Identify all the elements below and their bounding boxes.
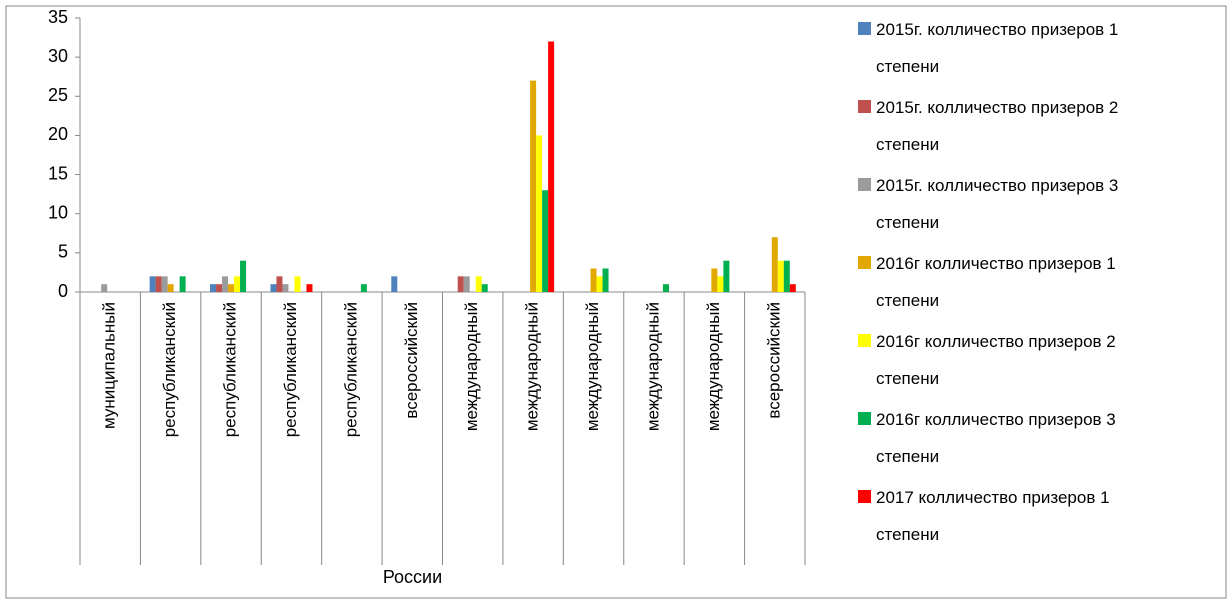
bar (723, 260, 730, 292)
legend-label: 2016г колличество призеров 3 степени (876, 410, 1116, 466)
legend-line: степени (876, 213, 939, 232)
legend-line: степени (876, 447, 939, 466)
legend-swatch (858, 178, 871, 191)
legend-label: 2015г. колличество призеров 2 степени (876, 98, 1118, 154)
bar (276, 276, 283, 292)
bar (711, 268, 718, 292)
bar (548, 41, 555, 292)
bar (662, 284, 669, 292)
bar (167, 284, 174, 292)
legend-line: 2016г колличество призеров 2 (876, 332, 1116, 351)
x-tick-label: всероссийский (764, 302, 783, 419)
bar (210, 284, 217, 292)
x-tick-label: международный (523, 302, 542, 431)
bar (391, 276, 398, 292)
bar (457, 276, 464, 292)
bar (777, 260, 784, 292)
legend-line: степени (876, 525, 939, 544)
bar (222, 276, 229, 292)
y-tick-label: 15 (48, 163, 68, 183)
legend-label: 2016г колличество призеров 2 степени (876, 332, 1116, 388)
bar (596, 276, 603, 292)
legend-swatch (858, 256, 871, 269)
bar (771, 237, 778, 292)
legend-line: степени (876, 135, 939, 154)
legend-label: 2017 колличество призеров 1 степени (876, 488, 1110, 544)
bar (306, 284, 313, 292)
bar (216, 284, 223, 292)
bar (481, 284, 488, 292)
bar (590, 268, 597, 292)
y-tick-label: 35 (48, 7, 68, 27)
bar (161, 276, 168, 292)
legend-swatch (858, 412, 871, 425)
bar (783, 260, 790, 292)
bar (228, 284, 235, 292)
legend-line: степени (876, 369, 939, 388)
x-tick-label: всероссийский (402, 302, 421, 419)
bar (602, 268, 609, 292)
x-tick-label: международный (583, 302, 602, 431)
legend-line: 2015г. колличество призеров 3 (876, 176, 1118, 195)
y-tick-label: 10 (48, 202, 68, 222)
y-tick-label: 30 (48, 46, 68, 66)
x-tick-label: международный (643, 302, 662, 431)
y-tick-label: 5 (58, 242, 68, 262)
bar (270, 284, 277, 292)
legend-line: степени (876, 57, 939, 76)
bar (149, 276, 156, 292)
bar (240, 260, 247, 292)
bar (155, 276, 162, 292)
legend-label: 2016г колличество призеров 1 степени (876, 254, 1116, 310)
legend-line: 2016г колличество призеров 1 (876, 254, 1116, 273)
annotation: России (383, 567, 442, 587)
bar (360, 284, 367, 292)
y-tick-label: 25 (48, 85, 68, 105)
bar (536, 135, 543, 292)
legend-swatch (858, 334, 871, 347)
bar (294, 276, 301, 292)
x-tick-label: муниципальный (100, 302, 119, 429)
x-tick-label: международный (704, 302, 723, 431)
x-tick-label: республиканский (221, 302, 240, 437)
bar (542, 190, 549, 292)
legend-line: 2015г. колличество призеров 2 (876, 98, 1118, 117)
bar (463, 276, 470, 292)
bar (101, 284, 108, 292)
x-tick-label: республиканский (160, 302, 179, 437)
bar (530, 80, 537, 292)
bar (789, 284, 796, 292)
x-tick-label: международный (462, 302, 481, 431)
legend-line: 2015г. колличество призеров 1 (876, 20, 1118, 39)
legend-swatch (858, 490, 871, 503)
x-tick-label: республиканский (281, 302, 300, 437)
bar (234, 276, 241, 292)
legend-swatch (858, 22, 871, 35)
bar (717, 276, 724, 292)
legend-line: 2016г колличество призеров 3 (876, 410, 1116, 429)
legend-line: степени (876, 291, 939, 310)
bar (475, 276, 482, 292)
y-tick-label: 20 (48, 124, 68, 144)
chart-border (5, 5, 1227, 599)
legend-label: 2015г. колличество призеров 1 степени (876, 20, 1118, 76)
legend-label: 2015г. колличество призеров 3 степени (876, 176, 1118, 232)
legend-swatch (858, 100, 871, 113)
bar (282, 284, 289, 292)
y-tick-label: 0 (58, 281, 68, 301)
legend-line: 2017 колличество призеров 1 (876, 488, 1110, 507)
x-tick-label: республиканский (341, 302, 360, 437)
bar (179, 276, 186, 292)
